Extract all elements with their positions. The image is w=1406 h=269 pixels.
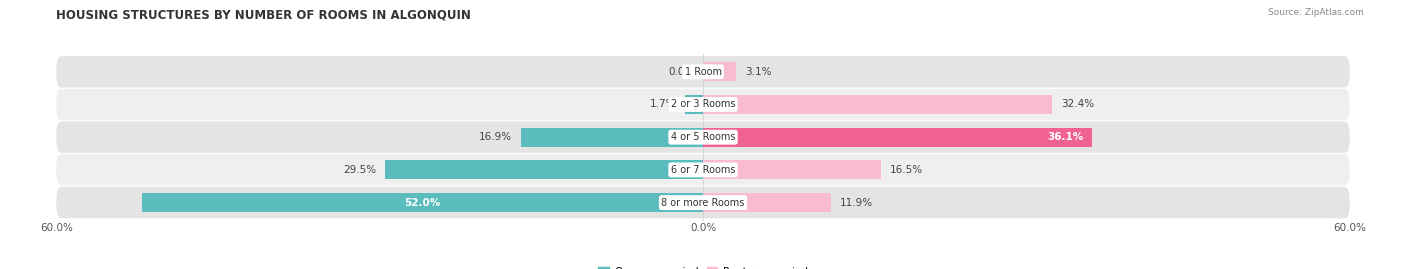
Bar <box>703 62 737 81</box>
Text: 8 or more Rooms: 8 or more Rooms <box>661 198 745 208</box>
Bar <box>703 193 831 212</box>
Text: 1.7%: 1.7% <box>650 100 676 109</box>
Text: 11.9%: 11.9% <box>839 198 873 208</box>
Bar <box>703 160 882 179</box>
Text: 6 or 7 Rooms: 6 or 7 Rooms <box>671 165 735 175</box>
Text: 32.4%: 32.4% <box>1062 100 1094 109</box>
Text: 0.0%: 0.0% <box>668 67 695 77</box>
Bar <box>385 160 703 179</box>
Text: 52.0%: 52.0% <box>405 198 441 208</box>
Bar <box>685 95 703 114</box>
Bar <box>703 128 1092 147</box>
FancyBboxPatch shape <box>56 56 1350 87</box>
FancyBboxPatch shape <box>56 89 1350 120</box>
Text: HOUSING STRUCTURES BY NUMBER OF ROOMS IN ALGONQUIN: HOUSING STRUCTURES BY NUMBER OF ROOMS IN… <box>56 8 471 21</box>
FancyBboxPatch shape <box>56 154 1350 186</box>
Legend: Owner-occupied, Renter-occupied: Owner-occupied, Renter-occupied <box>595 263 811 269</box>
Text: 36.1%: 36.1% <box>1047 132 1084 142</box>
Text: 3.1%: 3.1% <box>745 67 772 77</box>
Bar <box>142 193 703 212</box>
Text: 2 or 3 Rooms: 2 or 3 Rooms <box>671 100 735 109</box>
FancyBboxPatch shape <box>56 122 1350 153</box>
FancyBboxPatch shape <box>56 187 1350 218</box>
Text: 4 or 5 Rooms: 4 or 5 Rooms <box>671 132 735 142</box>
Bar <box>703 95 1052 114</box>
Text: Source: ZipAtlas.com: Source: ZipAtlas.com <box>1268 8 1364 17</box>
Text: 16.5%: 16.5% <box>890 165 922 175</box>
Text: 16.9%: 16.9% <box>479 132 512 142</box>
Bar <box>520 128 703 147</box>
Text: 1 Room: 1 Room <box>685 67 721 77</box>
Text: 29.5%: 29.5% <box>343 165 377 175</box>
